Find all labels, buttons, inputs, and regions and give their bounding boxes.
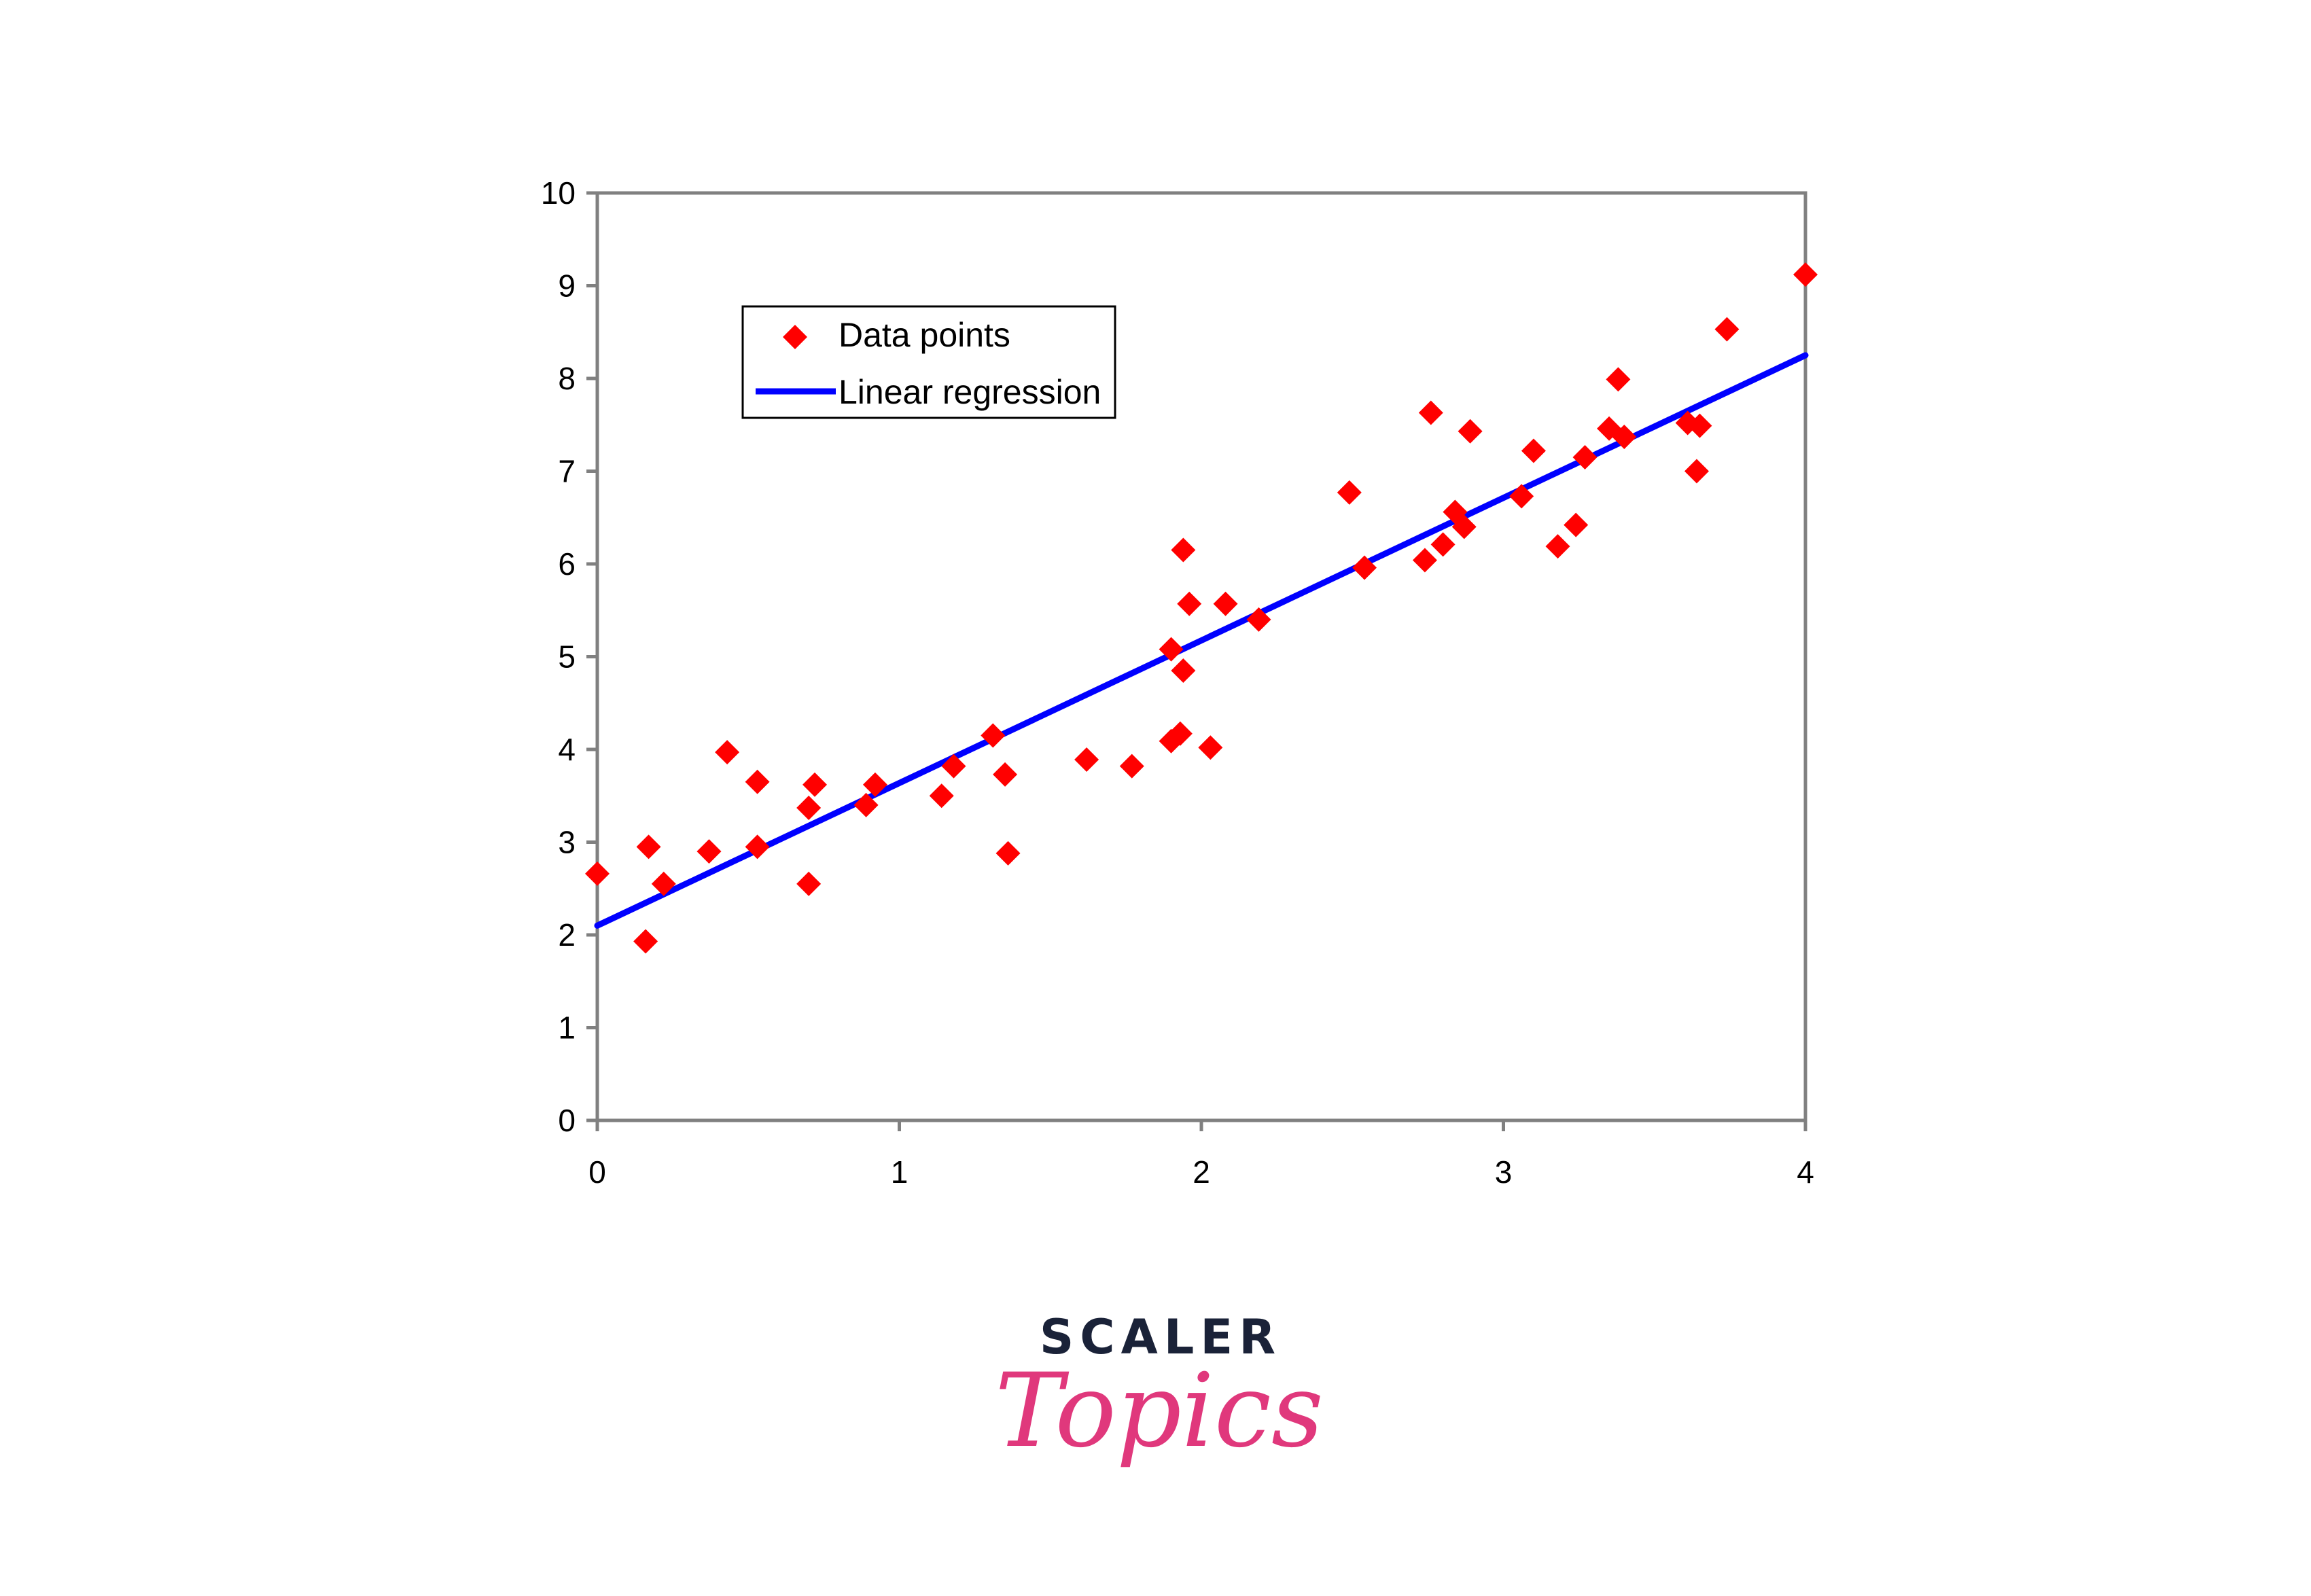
y-tick-label: 8 (558, 361, 576, 396)
y-tick-label: 6 (558, 546, 576, 582)
y-tick-label: 3 (558, 825, 576, 860)
x-tick-label: 2 (1193, 1154, 1210, 1190)
x-tick-label: 4 (1797, 1154, 1814, 1190)
y-tick-label: 10 (541, 175, 576, 211)
x-tick-label: 3 (1495, 1154, 1513, 1190)
y-tick-label: 7 (558, 454, 576, 489)
legend-label-linear-regression: Linear regression (839, 373, 1101, 411)
x-tick-label: 0 (588, 1154, 606, 1190)
y-tick-label: 0 (558, 1103, 576, 1138)
logo-word-topics: Topics (995, 1352, 1324, 1470)
y-tick-label: 5 (558, 639, 576, 675)
legend-label-data-points: Data points (839, 316, 1010, 354)
x-tick-label: 1 (891, 1154, 908, 1190)
y-tick-label: 1 (558, 1010, 576, 1046)
legend: Data points Linear regression (743, 306, 1115, 418)
y-tick-label: 9 (558, 268, 576, 304)
y-tick-label: 4 (558, 732, 576, 767)
scaler-topics-logo: SCALER Topics (995, 1309, 1324, 1470)
y-tick-label: 2 (558, 917, 576, 953)
